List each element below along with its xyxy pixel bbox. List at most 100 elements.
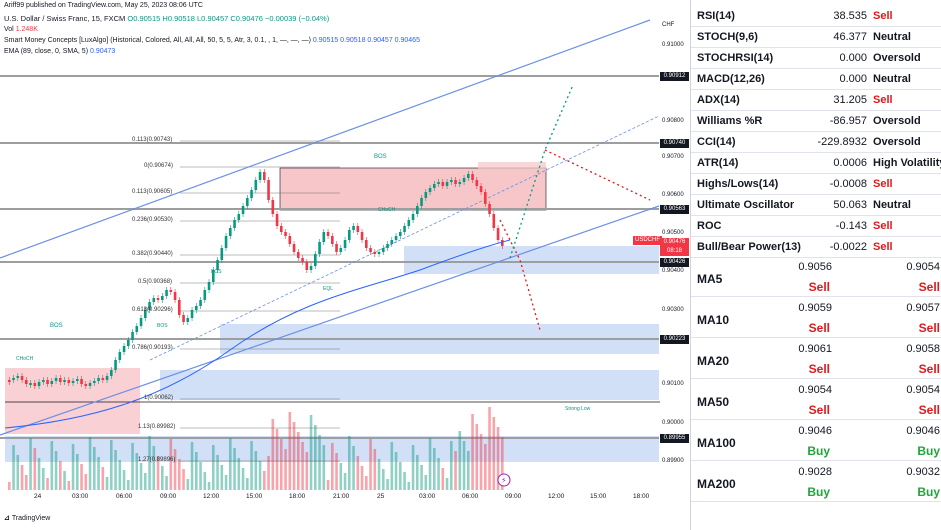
candle-body[interactable]	[284, 232, 287, 236]
candle-body[interactable]	[386, 244, 389, 248]
candle-body[interactable]	[63, 380, 66, 382]
candle-body[interactable]	[42, 380, 45, 382]
candle-body[interactable]	[445, 182, 449, 186]
candle-body[interactable]	[169, 290, 173, 292]
candle-body[interactable]	[16, 376, 20, 378]
candle-body[interactable]	[139, 318, 143, 326]
candle-body[interactable]	[114, 360, 117, 370]
candle-body[interactable]	[360, 232, 364, 240]
candle-body[interactable]	[101, 378, 105, 380]
candle-body[interactable]	[292, 244, 296, 252]
candle-body[interactable]	[67, 380, 71, 383]
candle-body[interactable]	[479, 186, 483, 192]
candle-body[interactable]	[441, 182, 445, 186]
time-axis[interactable]: 24 03:00 06:00 09:00 12:00 15:00 18:00 21:00 25 0…	[0, 492, 659, 504]
candle-body[interactable]	[135, 326, 139, 332]
candle-body[interactable]	[454, 180, 457, 184]
candle-body[interactable]	[8, 380, 11, 382]
candle-body[interactable]	[369, 248, 372, 252]
candle-body[interactable]	[178, 300, 181, 315]
candle-body[interactable]	[305, 262, 309, 270]
price-chart[interactable]: ⚡ Ariff99 published on TradingView.com, …	[0, 0, 690, 530]
candle-body[interactable]	[46, 380, 49, 384]
chart-canvas[interactable]: ⚡	[0, 0, 690, 530]
candle-body[interactable]	[127, 340, 130, 346]
smc-line[interactable]: Smart Money Concepts [LuxAlgo] (Historic…	[4, 36, 420, 45]
candle-body[interactable]	[424, 192, 428, 198]
candle-body[interactable]	[110, 370, 113, 376]
candlesticks[interactable]	[8, 169, 504, 389]
candle-body[interactable]	[220, 248, 224, 260]
candle-body[interactable]	[190, 310, 194, 318]
candle-body[interactable]	[428, 188, 432, 192]
candle-body[interactable]	[258, 172, 262, 180]
candle-body[interactable]	[93, 381, 96, 383]
candle-body[interactable]	[467, 174, 470, 178]
candle-body[interactable]	[165, 290, 168, 296]
candle-body[interactable]	[29, 383, 32, 385]
candle-body[interactable]	[407, 220, 411, 226]
candle-body[interactable]	[267, 180, 270, 200]
candle-body[interactable]	[37, 382, 41, 386]
candle-body[interactable]	[237, 214, 241, 220]
candle-body[interactable]	[250, 190, 253, 198]
candle-body[interactable]	[301, 258, 304, 262]
candle-body[interactable]	[377, 252, 381, 254]
candle-body[interactable]	[496, 228, 500, 240]
candle-body[interactable]	[195, 306, 198, 310]
candle-body[interactable]	[475, 180, 479, 186]
candle-body[interactable]	[76, 379, 79, 381]
candle-body[interactable]	[322, 232, 326, 242]
candle-body[interactable]	[263, 172, 266, 180]
fib-retracement[interactable]	[180, 140, 340, 462]
candle-body[interactable]	[403, 226, 406, 232]
candle-body[interactable]	[335, 244, 338, 252]
candle-body[interactable]	[88, 383, 92, 386]
candle-body[interactable]	[450, 180, 453, 182]
candle-body[interactable]	[148, 302, 151, 310]
candle-body[interactable]	[20, 376, 24, 380]
candle-body[interactable]	[309, 266, 313, 270]
candle-body[interactable]	[233, 220, 236, 228]
candle-body[interactable]	[105, 376, 109, 380]
candle-body[interactable]	[25, 380, 28, 384]
candle-body[interactable]	[54, 378, 58, 381]
candle-body[interactable]	[339, 248, 343, 252]
candle-body[interactable]	[203, 290, 207, 300]
candle-body[interactable]	[348, 230, 351, 240]
candle-body[interactable]	[50, 381, 54, 384]
candle-body[interactable]	[224, 236, 228, 248]
candle-body[interactable]	[326, 232, 330, 236]
candle-body[interactable]	[433, 184, 436, 188]
candle-body[interactable]	[182, 315, 185, 322]
candle-body[interactable]	[331, 236, 334, 244]
candle-body[interactable]	[390, 240, 394, 244]
channel-upper[interactable]	[0, 19, 651, 259]
candle-body[interactable]	[399, 232, 402, 236]
candle-body[interactable]	[458, 182, 462, 184]
candle-body[interactable]	[462, 178, 466, 182]
candle-body[interactable]	[275, 214, 279, 226]
candle-body[interactable]	[484, 192, 487, 204]
candle-body[interactable]	[365, 240, 368, 248]
candle-body[interactable]	[394, 236, 398, 240]
candle-body[interactable]	[280, 226, 283, 232]
candle-body[interactable]	[12, 378, 15, 380]
candle-body[interactable]	[199, 300, 202, 306]
candle-body[interactable]	[122, 346, 126, 352]
candle-body[interactable]	[161, 296, 164, 300]
candle-body[interactable]	[288, 236, 292, 244]
candle-body[interactable]	[271, 200, 275, 214]
candle-body[interactable]	[186, 318, 190, 322]
candle-body[interactable]	[212, 270, 215, 282]
candle-body[interactable]	[216, 260, 219, 270]
candle-body[interactable]	[246, 198, 249, 206]
candle-body[interactable]	[297, 252, 300, 258]
candle-body[interactable]	[420, 198, 423, 206]
candle-body[interactable]	[144, 310, 147, 318]
candle-body[interactable]	[207, 282, 211, 290]
candle-body[interactable]	[97, 378, 100, 381]
candle-body[interactable]	[382, 248, 385, 252]
candle-body[interactable]	[59, 378, 62, 382]
candle-body[interactable]	[84, 384, 88, 386]
